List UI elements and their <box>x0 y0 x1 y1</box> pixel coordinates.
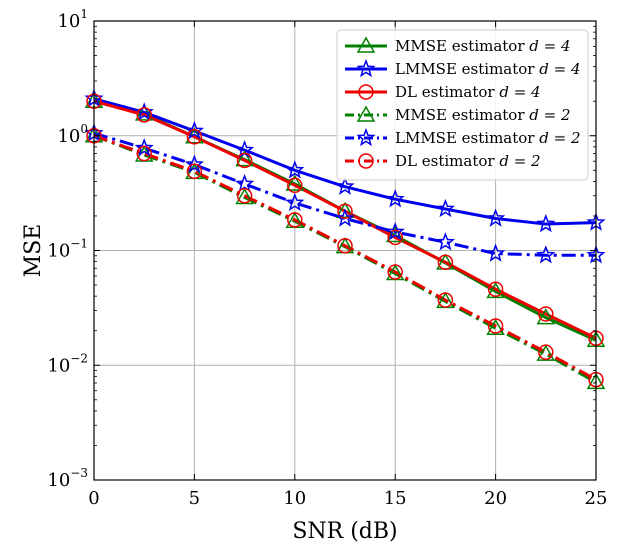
x-axis-label: SNR (dB) <box>292 519 397 544</box>
y-tick-label: 101 <box>57 7 88 32</box>
series-layer <box>84 88 606 390</box>
marker-star <box>285 160 305 179</box>
marker-circle <box>487 281 504 297</box>
x-tick-label: 15 <box>384 488 407 509</box>
x-tick-label: 25 <box>585 488 608 509</box>
legend-box <box>336 29 589 181</box>
series-line-4 <box>93 131 596 257</box>
y-tick-label: 100 <box>57 122 88 147</box>
marker-triangle <box>335 201 355 218</box>
marker-circle <box>387 264 403 280</box>
marker-star <box>335 176 355 195</box>
legend-label: LMMSE estimator d = 4 <box>395 60 581 78</box>
legend-label: DL estimator d = 2 <box>395 152 541 170</box>
marker-circle <box>186 129 203 145</box>
marker-circle <box>186 163 203 180</box>
marker-star <box>435 232 456 251</box>
marker-star <box>385 189 405 208</box>
x-tick-label: 5 <box>189 488 200 509</box>
marker-star <box>356 58 376 78</box>
axis-ticks: 0 5 10 15 20 25 10−3 10−2 10−1 100 101 <box>47 7 607 509</box>
marker-circle <box>287 177 303 194</box>
marker-star <box>184 120 205 140</box>
marker-circle <box>236 188 253 204</box>
marker-star <box>335 208 355 227</box>
marker-star <box>435 198 456 218</box>
series-line-5 <box>93 134 597 381</box>
y-tick-label: 10−3 <box>47 466 88 491</box>
marker-circle <box>136 145 152 162</box>
x-tick-label: 0 <box>88 488 99 509</box>
marker-circle <box>136 107 152 123</box>
marker-triangle <box>536 344 556 361</box>
y-tick-label: 10−1 <box>47 237 88 262</box>
marker-star <box>285 192 305 212</box>
marker-star <box>356 127 376 147</box>
marker-star <box>485 208 506 227</box>
series-line-1 <box>93 97 597 226</box>
marker-triangle <box>356 105 376 122</box>
y-axis-label: MSE <box>21 224 46 278</box>
marker-triangle <box>486 318 505 336</box>
x-tick-label: 20 <box>484 488 507 509</box>
marker-circle <box>487 318 504 334</box>
y-tick-label: 10−2 <box>47 351 88 376</box>
legend-label: DL estimator d = 4 <box>395 83 541 101</box>
marker-circle <box>236 152 253 169</box>
legend-label: MMSE estimator d = 4 <box>395 37 571 55</box>
marker-circle <box>337 238 353 254</box>
marker-triangle <box>235 150 254 167</box>
marker-circle <box>287 212 303 228</box>
marker-triangle <box>285 174 305 191</box>
legend: MMSE estimator d = 4 LMMSE estimator d = … <box>336 29 589 181</box>
marker-triangle <box>536 308 556 325</box>
marker-triangle <box>486 281 505 299</box>
marker-circle <box>538 344 554 360</box>
legend-label: MMSE estimator d = 2 <box>395 106 571 124</box>
marker-star <box>536 245 556 264</box>
marker-circle <box>437 254 454 270</box>
marker-circle <box>387 229 403 246</box>
marker-star <box>184 154 205 173</box>
marker-star <box>134 138 154 157</box>
marker-star <box>485 243 506 262</box>
marker-triangle <box>356 36 376 53</box>
marker-circle <box>358 84 374 100</box>
marker-circle <box>337 203 353 219</box>
marker-star <box>385 221 405 241</box>
legend-label: LMMSE estimator d = 2 <box>395 129 581 147</box>
x-tick-label: 10 <box>283 488 306 509</box>
marker-circle <box>437 292 454 308</box>
marker-star <box>536 213 556 233</box>
marker-circle <box>538 306 554 322</box>
marker-circle <box>358 153 374 169</box>
marker-star <box>234 173 255 193</box>
